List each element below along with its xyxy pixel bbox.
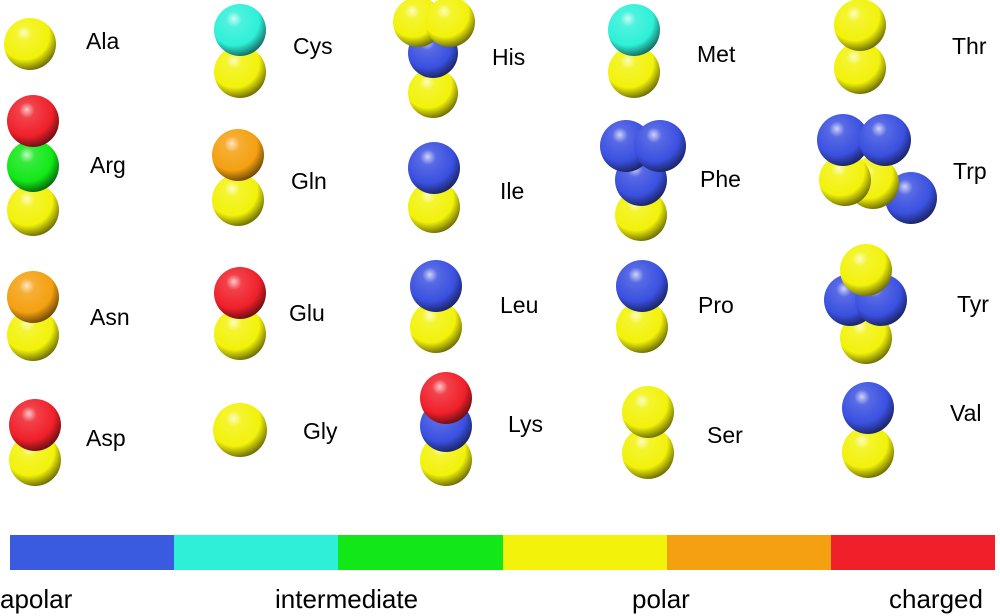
bead-trp-0 — [817, 114, 869, 166]
bead-pro-0 — [616, 260, 668, 312]
label-arg: Arg — [90, 152, 126, 178]
bead-gln-0 — [212, 129, 264, 181]
label-val: Val — [950, 400, 982, 426]
bead-met-1 — [608, 46, 660, 98]
bead-val-0 — [842, 382, 894, 434]
label-phe: Phe — [700, 166, 741, 192]
label-tyr: Tyr — [957, 291, 989, 317]
label-thr: Thr — [952, 33, 987, 59]
bead-arg-1 — [7, 140, 59, 192]
bead-model-thr — [834, 0, 886, 94]
bead-arg-2 — [7, 184, 59, 236]
scale-segment-1 — [174, 535, 339, 570]
bead-model-gln — [212, 129, 264, 226]
bead-gln-1 — [212, 174, 264, 226]
label-ala: Ala — [86, 28, 120, 54]
label-asp: Asp — [86, 425, 126, 451]
bead-model-met — [608, 4, 660, 98]
bead-thr-0 — [834, 0, 886, 51]
bead-model-val — [842, 382, 894, 478]
bead-leu-1 — [410, 301, 462, 353]
bead-model-lys — [420, 372, 472, 486]
amino-acid-bead-models — [4, 0, 937, 486]
bead-ile-0 — [408, 142, 460, 194]
bead-cys-0 — [214, 4, 266, 56]
bead-model-tyr — [824, 244, 907, 364]
bead-model-ser — [622, 386, 674, 479]
bead-asn-1 — [7, 309, 59, 361]
polarity-color-scale — [10, 535, 996, 570]
bead-trp-1 — [859, 114, 911, 166]
bead-ser-1 — [622, 427, 674, 479]
label-ile: Ile — [500, 178, 525, 204]
scale-segment-0 — [10, 535, 175, 570]
scale-segment-5 — [830, 535, 996, 570]
bead-val-1 — [842, 426, 894, 478]
scale-label-polar: polar — [632, 584, 690, 614]
bead-model-trp — [817, 114, 937, 224]
label-gly: Gly — [303, 418, 338, 444]
scale-label-apolar: apolar — [0, 584, 73, 614]
label-his: His — [492, 44, 526, 70]
bead-gly-0 — [213, 403, 267, 457]
bead-model-gly — [213, 403, 267, 457]
bead-model-his — [393, 0, 475, 118]
label-asn: Asn — [90, 304, 130, 330]
bead-lys-0 — [420, 372, 472, 424]
scale-label-intermediate: intermediate — [275, 584, 419, 614]
bead-ser-0 — [622, 386, 674, 438]
bead-arg-0 — [7, 95, 59, 147]
label-lys: Lys — [508, 411, 543, 437]
label-trp: Trp — [953, 158, 987, 184]
label-pro: Pro — [698, 292, 734, 318]
bead-thr-1 — [834, 42, 886, 94]
scale-segment-4 — [666, 535, 831, 570]
bead-trp-2 — [819, 154, 871, 206]
bead-asp-0 — [9, 399, 61, 451]
bead-glu-1 — [214, 308, 266, 360]
bead-model-ala — [4, 18, 56, 70]
bead-phe-1 — [634, 120, 686, 172]
bead-ile-1 — [408, 181, 460, 233]
label-met: Met — [697, 41, 736, 67]
bead-met-0 — [608, 4, 660, 56]
label-gln: Gln — [291, 168, 327, 194]
label-ser: Ser — [707, 422, 743, 448]
bead-tyr-0 — [840, 244, 892, 296]
bead-model-pro — [616, 260, 668, 353]
label-leu: Leu — [500, 292, 539, 318]
bead-pro-1 — [616, 301, 668, 353]
label-cys: Cys — [293, 33, 333, 59]
bead-cys-1 — [214, 46, 266, 98]
bead-model-cys — [214, 4, 266, 98]
scale-segment-3 — [502, 535, 667, 570]
bead-asn-0 — [7, 271, 59, 323]
bead-his-1 — [425, 0, 475, 47]
bead-leu-0 — [410, 260, 462, 312]
bead-model-arg — [7, 95, 59, 236]
bead-ala-0 — [4, 18, 56, 70]
bead-his-3 — [408, 68, 458, 118]
label-glu: Glu — [289, 300, 325, 326]
scale-label-charged: charged — [889, 584, 983, 614]
scale-segment-2 — [338, 535, 503, 570]
bead-model-asp — [9, 399, 61, 486]
bead-model-ile — [408, 142, 460, 233]
bead-model-phe — [600, 120, 686, 241]
bead-model-asn — [7, 271, 59, 361]
bead-model-glu — [214, 267, 266, 360]
bead-glu-0 — [214, 267, 266, 319]
bead-model-leu — [410, 260, 462, 353]
